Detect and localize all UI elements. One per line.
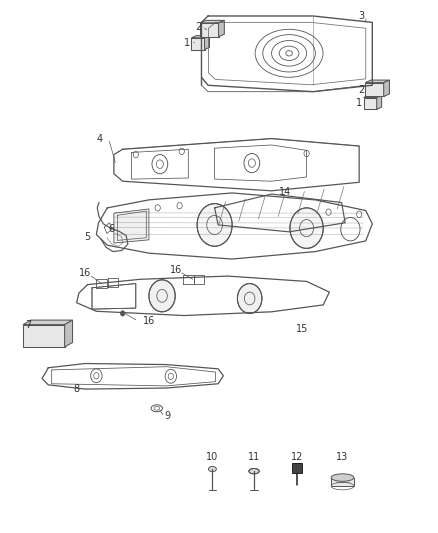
Polygon shape (384, 80, 389, 96)
Text: 3: 3 (359, 11, 365, 21)
Text: 15: 15 (296, 325, 308, 334)
Ellipse shape (208, 466, 216, 472)
FancyBboxPatch shape (331, 478, 354, 486)
Text: 10: 10 (206, 453, 219, 462)
Text: 5: 5 (85, 232, 91, 242)
Text: 16: 16 (170, 265, 182, 274)
Text: 14: 14 (279, 187, 291, 197)
Text: 13: 13 (336, 453, 349, 462)
Text: 16: 16 (143, 316, 155, 326)
Polygon shape (23, 320, 73, 325)
Polygon shape (114, 209, 149, 243)
Text: 11: 11 (248, 453, 260, 462)
Polygon shape (364, 95, 381, 98)
Polygon shape (364, 98, 377, 109)
Text: 12: 12 (291, 453, 303, 462)
Polygon shape (365, 83, 384, 96)
Text: 4: 4 (97, 134, 103, 143)
Text: 2: 2 (359, 85, 365, 94)
Ellipse shape (249, 469, 259, 474)
Polygon shape (219, 20, 224, 37)
Text: 1: 1 (356, 99, 362, 108)
Polygon shape (200, 23, 219, 37)
Polygon shape (23, 325, 65, 347)
Text: 8: 8 (74, 384, 80, 394)
Polygon shape (191, 36, 209, 38)
Polygon shape (205, 36, 209, 50)
Text: 16: 16 (79, 268, 92, 278)
Circle shape (149, 280, 175, 312)
Text: 6: 6 (109, 224, 115, 234)
Circle shape (197, 204, 232, 246)
Ellipse shape (331, 474, 354, 481)
Text: 9: 9 (164, 411, 170, 421)
Text: 7: 7 (25, 320, 32, 330)
Polygon shape (377, 95, 381, 109)
Circle shape (120, 311, 125, 316)
Text: 2: 2 (195, 22, 201, 31)
FancyBboxPatch shape (292, 463, 302, 473)
Polygon shape (200, 20, 224, 23)
Circle shape (290, 208, 323, 248)
Text: 1: 1 (184, 38, 191, 47)
Circle shape (237, 284, 262, 313)
Polygon shape (65, 320, 73, 347)
Polygon shape (365, 80, 389, 83)
Polygon shape (191, 38, 205, 50)
